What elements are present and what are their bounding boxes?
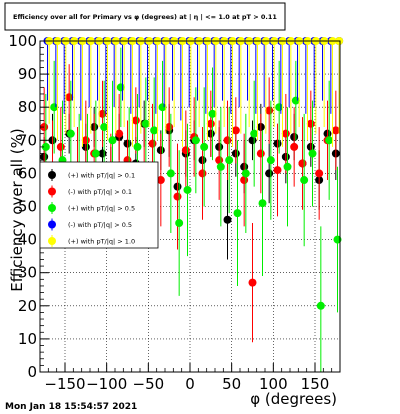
- data-point: [198, 169, 207, 178]
- legend-frame: [39, 161, 159, 249]
- data-point: [223, 136, 232, 145]
- x-tick-label: −100: [86, 375, 127, 393]
- y-tick-label: 20: [18, 297, 37, 315]
- legend-label: (+) with pT/|q| > 0.1: [68, 172, 135, 180]
- y-axis-title: Efficiency over all (%): [8, 128, 26, 292]
- data-point: [225, 156, 234, 165]
- data-point: [148, 139, 157, 148]
- title-box: Efficiency over all for Primary vs φ (de…: [4, 2, 286, 31]
- data-point: [231, 126, 240, 135]
- data-point: [131, 116, 140, 125]
- data-point: [181, 146, 190, 155]
- y-tick-label: 80: [18, 98, 37, 116]
- legend-marker: [48, 220, 56, 229]
- data-point: [156, 176, 165, 185]
- y-tick-label: 70: [18, 131, 37, 149]
- data-point: [133, 142, 142, 151]
- data-point: [108, 136, 117, 145]
- title-frame: [4, 2, 286, 31]
- data-point: [241, 169, 250, 178]
- y-tick-label: 30: [18, 264, 37, 282]
- data-point: [173, 192, 182, 201]
- data-point: [283, 162, 292, 171]
- legend-label: (-) with pT/|q| > 0.1: [68, 188, 132, 196]
- legend-label: (+) with pT/|q| > 1.0: [68, 238, 135, 246]
- data-point: [325, 136, 334, 145]
- chart-title: Efficiency over all for Primary vs φ (de…: [13, 13, 277, 22]
- y-tick-label: 40: [18, 231, 37, 249]
- data-point: [291, 96, 300, 105]
- data-point: [258, 199, 267, 208]
- x-tick-label: −150: [44, 375, 85, 393]
- data-point: [56, 142, 65, 151]
- data-point: [331, 126, 340, 135]
- data-point: [66, 129, 75, 138]
- y-tick-label: 0: [27, 363, 37, 381]
- data-point: [306, 119, 315, 128]
- data-point: [248, 278, 257, 287]
- data-point: [183, 185, 192, 194]
- data-point: [200, 142, 209, 151]
- legend-entries: (+) with pT/|q| > 0.1 (-) with pT/|q| > 0…: [48, 169, 135, 247]
- data-point: [256, 149, 265, 158]
- data-point: [206, 119, 215, 128]
- data-point: [273, 166, 282, 175]
- x-tick-label: −50: [133, 375, 165, 393]
- series-group: [41, 47, 342, 372]
- data-point: [275, 103, 284, 112]
- data-point: [50, 103, 59, 112]
- data-point: [91, 149, 100, 158]
- x-tick-label: 50: [222, 375, 241, 393]
- data-point: [308, 149, 317, 158]
- data-point: [166, 169, 175, 178]
- data-point: [65, 93, 74, 102]
- y-tick-label: 60: [18, 164, 37, 182]
- data-point: [191, 136, 200, 145]
- data-point: [116, 83, 125, 92]
- y-tick-label: 10: [18, 330, 37, 348]
- timestamp: Mon Jan 18 15:54:57 2021: [5, 402, 137, 412]
- data-point: [216, 162, 225, 171]
- data-point: [158, 103, 167, 112]
- legend-marker: [48, 204, 56, 212]
- legend-marker: [48, 187, 56, 196]
- y-tick-label: 100: [8, 32, 37, 50]
- data-point: [41, 142, 50, 151]
- data-point: [290, 142, 299, 151]
- data-point: [98, 109, 107, 118]
- data-point: [250, 129, 259, 138]
- data-point: [141, 119, 150, 128]
- data-point: [100, 123, 109, 132]
- data-point: [300, 176, 309, 185]
- legend-marker: [48, 237, 56, 245]
- data-point: [265, 169, 274, 178]
- legend: (+) with pT/|q| > 0.1 (-) with pT/|q| > 0…: [39, 161, 159, 249]
- legend-label: (-) with pT/|q| > 0.5: [68, 221, 132, 229]
- data-point: [165, 123, 174, 132]
- x-axis-title: φ (degrees): [250, 390, 337, 408]
- data-point: [315, 169, 324, 178]
- x-tick-label: 150: [301, 375, 330, 393]
- data-point: [316, 301, 325, 310]
- data-point: [266, 156, 275, 165]
- data-point: [281, 129, 290, 138]
- y-tick-label: 90: [18, 65, 37, 83]
- data-point: [115, 129, 124, 138]
- data-point: [208, 109, 217, 118]
- y-tick-label: 50: [18, 198, 37, 216]
- data-point: [233, 209, 242, 218]
- series-layer: [40, 37, 344, 372]
- data-point: [150, 126, 159, 135]
- data-point: [81, 136, 90, 145]
- legend-label: (+) with pT/|q| > 0.5: [68, 205, 135, 213]
- x-tick-label: 0: [185, 375, 195, 393]
- legend-marker: [48, 171, 56, 179]
- x-tick-label: 100: [259, 375, 288, 393]
- axis-layer: −150 −100 −50 0 50 100 150 0 10 20 30 40 50 60 70 80 90 1…: [8, 32, 341, 393]
- data-point: [223, 215, 232, 224]
- data-point: [175, 219, 184, 228]
- data-point: [298, 159, 307, 168]
- data-point: [265, 106, 274, 115]
